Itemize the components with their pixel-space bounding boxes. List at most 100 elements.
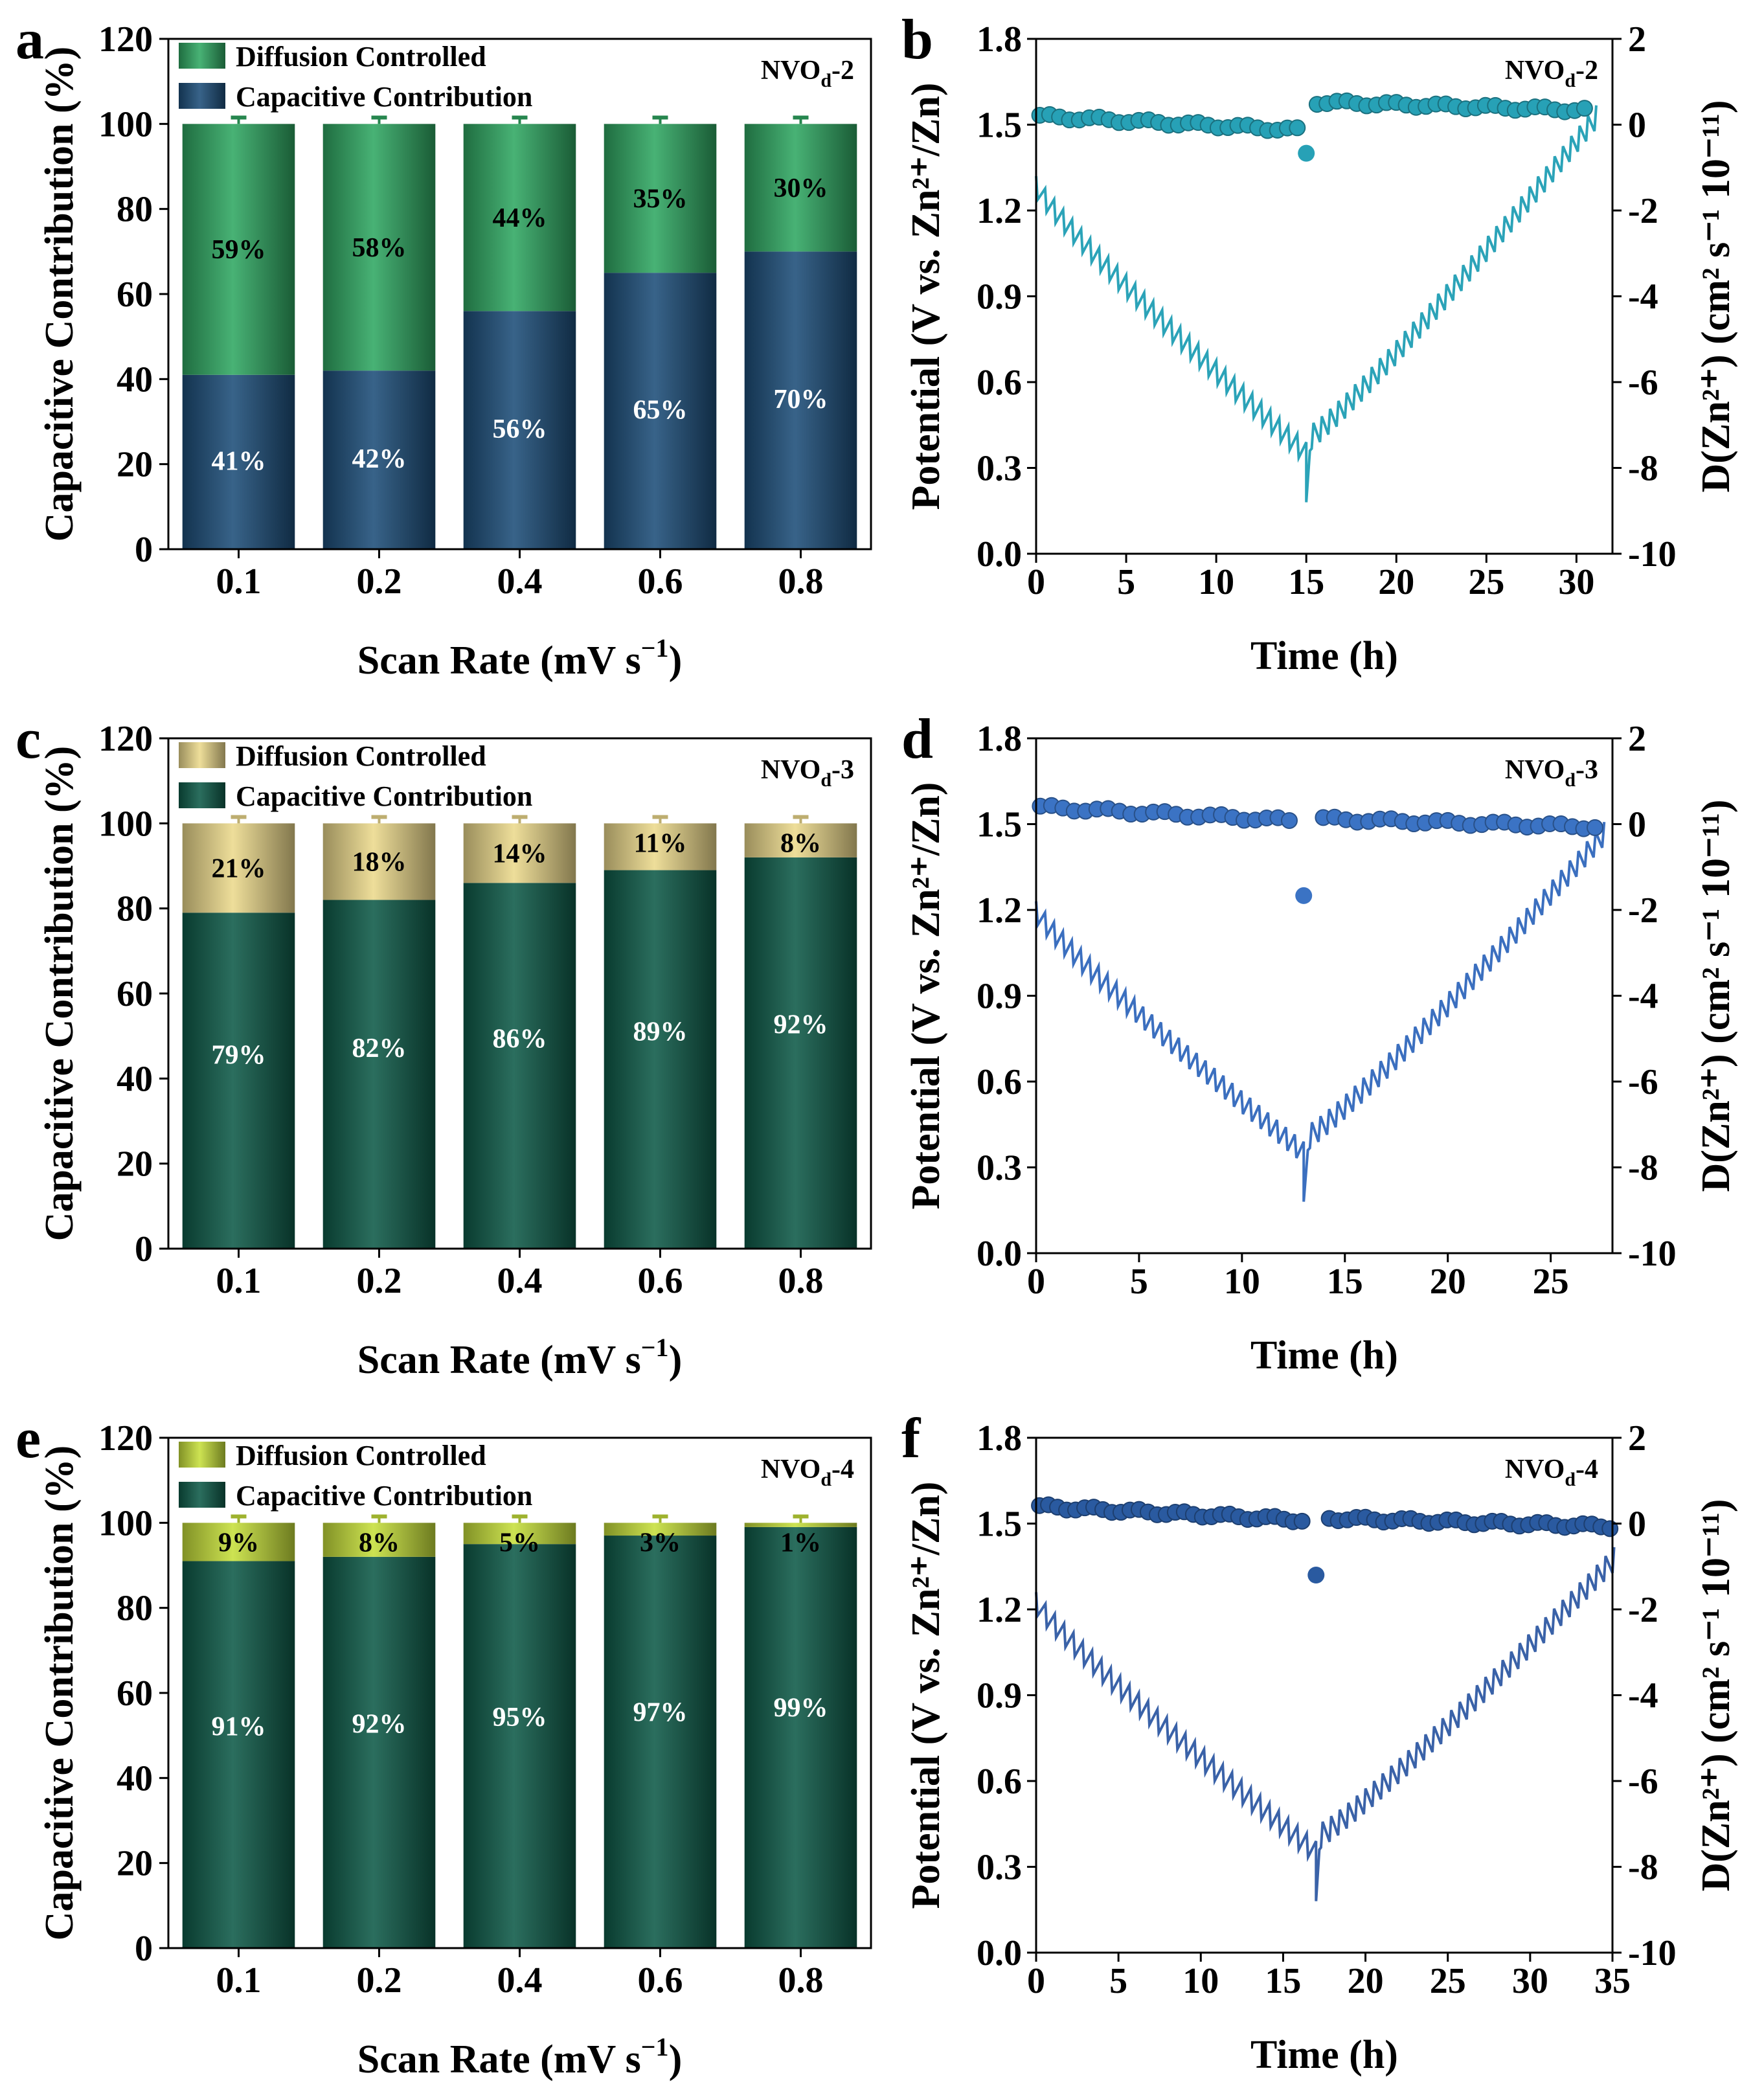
- data-label-capacitive: 56%: [493, 414, 547, 444]
- y-right-axis-label: D(Zn²⁺) (cm² s⁻¹ 10⁻¹¹): [1694, 1499, 1738, 1891]
- y-tick-label: 120: [98, 1418, 153, 1458]
- sample-suffix: -3: [1576, 755, 1598, 785]
- y-left-tick-label: 0.0: [977, 1933, 1022, 1973]
- x-tick-label: 25: [1430, 1961, 1466, 2001]
- y-tick-label: 20: [117, 445, 153, 485]
- bar-chart-c: 79% 21% 0.1 82% 18% 0.2 86% 14% 0.4 89% 11% 0.6 92% 8…: [16, 708, 872, 1382]
- bar-diffusion: [744, 823, 857, 857]
- y-right-axis-label: D(Zn²⁺) (cm² s⁻¹ 10⁻¹¹): [1694, 799, 1738, 1192]
- x-tick-label: 20: [1348, 1961, 1384, 2001]
- x-tick-label: 0.4: [497, 1261, 543, 1301]
- data-label-diffusion: 5%: [499, 1528, 540, 1558]
- y-right-tick-label: -8: [1628, 1848, 1658, 1888]
- legend-swatch: [179, 742, 225, 768]
- sample-name: NVO: [1505, 56, 1565, 85]
- bar-diffusion: [463, 823, 576, 883]
- panel-label: e: [16, 1407, 41, 1470]
- legend-swatch: [179, 1442, 225, 1468]
- x-axis-label-main: Scan Rate (mV s: [357, 2037, 641, 2082]
- y-tick-label: 60: [117, 275, 153, 315]
- x-tick-label: 0.6: [638, 562, 683, 602]
- x-tick-label: 10: [1182, 1961, 1219, 2001]
- y-left-tick-label: 0.3: [977, 1148, 1022, 1188]
- potential-point: [1576, 100, 1593, 117]
- y-right-tick-label: 2: [1628, 1418, 1646, 1458]
- x-tick-label: 10: [1224, 1262, 1260, 1302]
- x-tick-label: 35: [1594, 1961, 1631, 2001]
- x-tick-label: 0.8: [778, 1960, 824, 2001]
- x-axis-label-sup: −1: [641, 633, 669, 663]
- legend-swatch: [179, 83, 225, 109]
- x-tick-label: 0.1: [216, 1960, 262, 2001]
- y-left-tick-label: 0.6: [977, 1062, 1022, 1102]
- y-right-tick-label: 2: [1628, 719, 1646, 759]
- potential-point: [1293, 1512, 1311, 1530]
- y-left-tick-label: 1.5: [977, 805, 1022, 845]
- x-axis-label: Time (h): [1250, 2033, 1398, 2077]
- bar-diffusion: [604, 823, 717, 870]
- data-label-diffusion: 14%: [493, 839, 547, 868]
- bar-capacitive: [744, 251, 857, 549]
- y-tick-label: 60: [117, 1674, 153, 1714]
- y-left-tick-label: 0.3: [977, 1848, 1022, 1888]
- x-tick-label: 0.1: [216, 562, 262, 602]
- legend-label: Capacitive Contribution: [236, 780, 532, 812]
- x-tick-label: 20: [1430, 1262, 1466, 1302]
- x-tick-label: 15: [1265, 1961, 1301, 2001]
- panel-label: c: [16, 708, 41, 771]
- legend-swatch: [179, 43, 225, 69]
- x-axis-label-main: Scan Rate (mV s: [357, 639, 641, 683]
- sample-name: NVO: [1505, 755, 1565, 785]
- x-axis-label-end: ): [669, 1338, 683, 1382]
- bar-diffusion: [182, 1523, 295, 1561]
- data-label-capacitive: 42%: [352, 444, 407, 474]
- bar-capacitive: [744, 1526, 857, 1948]
- y-tick-label: 80: [117, 1589, 153, 1629]
- sample-label: NVOd-2: [1505, 56, 1598, 91]
- y-right-tick-label: -8: [1628, 1148, 1658, 1188]
- data-label-diffusion: 44%: [493, 203, 547, 233]
- y-left-tick-label: 1.5: [977, 1504, 1022, 1545]
- panel-label: f: [901, 1407, 922, 1470]
- y-left-tick-label: 0.9: [977, 277, 1022, 317]
- y-tick-label: 20: [117, 1844, 153, 1884]
- x-tick-label: 5: [1109, 1961, 1127, 2001]
- data-label-diffusion: 8%: [359, 1528, 400, 1558]
- potential-point: [1295, 887, 1313, 904]
- data-label-diffusion: 58%: [352, 233, 407, 263]
- bar-chart-a: 41% 59% 0.1 42% 58% 0.2 56% 44% 0.4 65% 35% 0.6 70% 3…: [16, 8, 872, 683]
- sample-name: NVO: [761, 56, 821, 85]
- bar-diffusion: [182, 124, 295, 375]
- x-tick-label: 0: [1027, 562, 1045, 602]
- potential-point: [1586, 819, 1603, 836]
- y-left-axis-label: Potential (V vs. Zn²⁺/Zn): [904, 782, 948, 1210]
- legend-swatch: [179, 1482, 225, 1508]
- bar-capacitive: [744, 857, 857, 1249]
- bar-capacitive: [463, 883, 576, 1249]
- sample-subscript: d: [1565, 769, 1576, 791]
- line-chart-f: 0 5 10 15 20 25 30 350.00.30.60.91.21.51.8-10-8…: [901, 1407, 1738, 2077]
- x-axis-label-sup: −1: [641, 1333, 669, 1362]
- y-tick-label: 60: [117, 974, 153, 1014]
- x-tick-label: 30: [1512, 1961, 1548, 2001]
- y-tick-label: 0: [135, 1929, 153, 1969]
- data-label-capacitive: 92%: [774, 1010, 828, 1040]
- x-tick-label: 0.2: [357, 1960, 402, 2001]
- legend-label: Diffusion Controlled: [236, 1440, 486, 1471]
- x-axis-label-end: ): [669, 639, 683, 683]
- y-right-tick-label: -10: [1628, 534, 1677, 574]
- bar-capacitive: [604, 870, 717, 1249]
- data-label-diffusion: 18%: [352, 847, 407, 877]
- bar-capacitive: [604, 273, 717, 549]
- x-tick-label: 0.8: [778, 1261, 824, 1301]
- x-tick-label: 5: [1130, 1262, 1148, 1302]
- x-axis-label: Scan Rate (mV s−1): [357, 1333, 682, 1382]
- y-right-tick-label: -4: [1628, 277, 1658, 317]
- bar-capacitive: [182, 913, 295, 1249]
- data-label-diffusion: 11%: [634, 828, 687, 858]
- potential-point: [1601, 1520, 1619, 1537]
- y-right-tick-label: 0: [1628, 805, 1646, 845]
- y-right-tick-label: 0: [1628, 106, 1646, 146]
- bar-capacitive: [463, 311, 576, 549]
